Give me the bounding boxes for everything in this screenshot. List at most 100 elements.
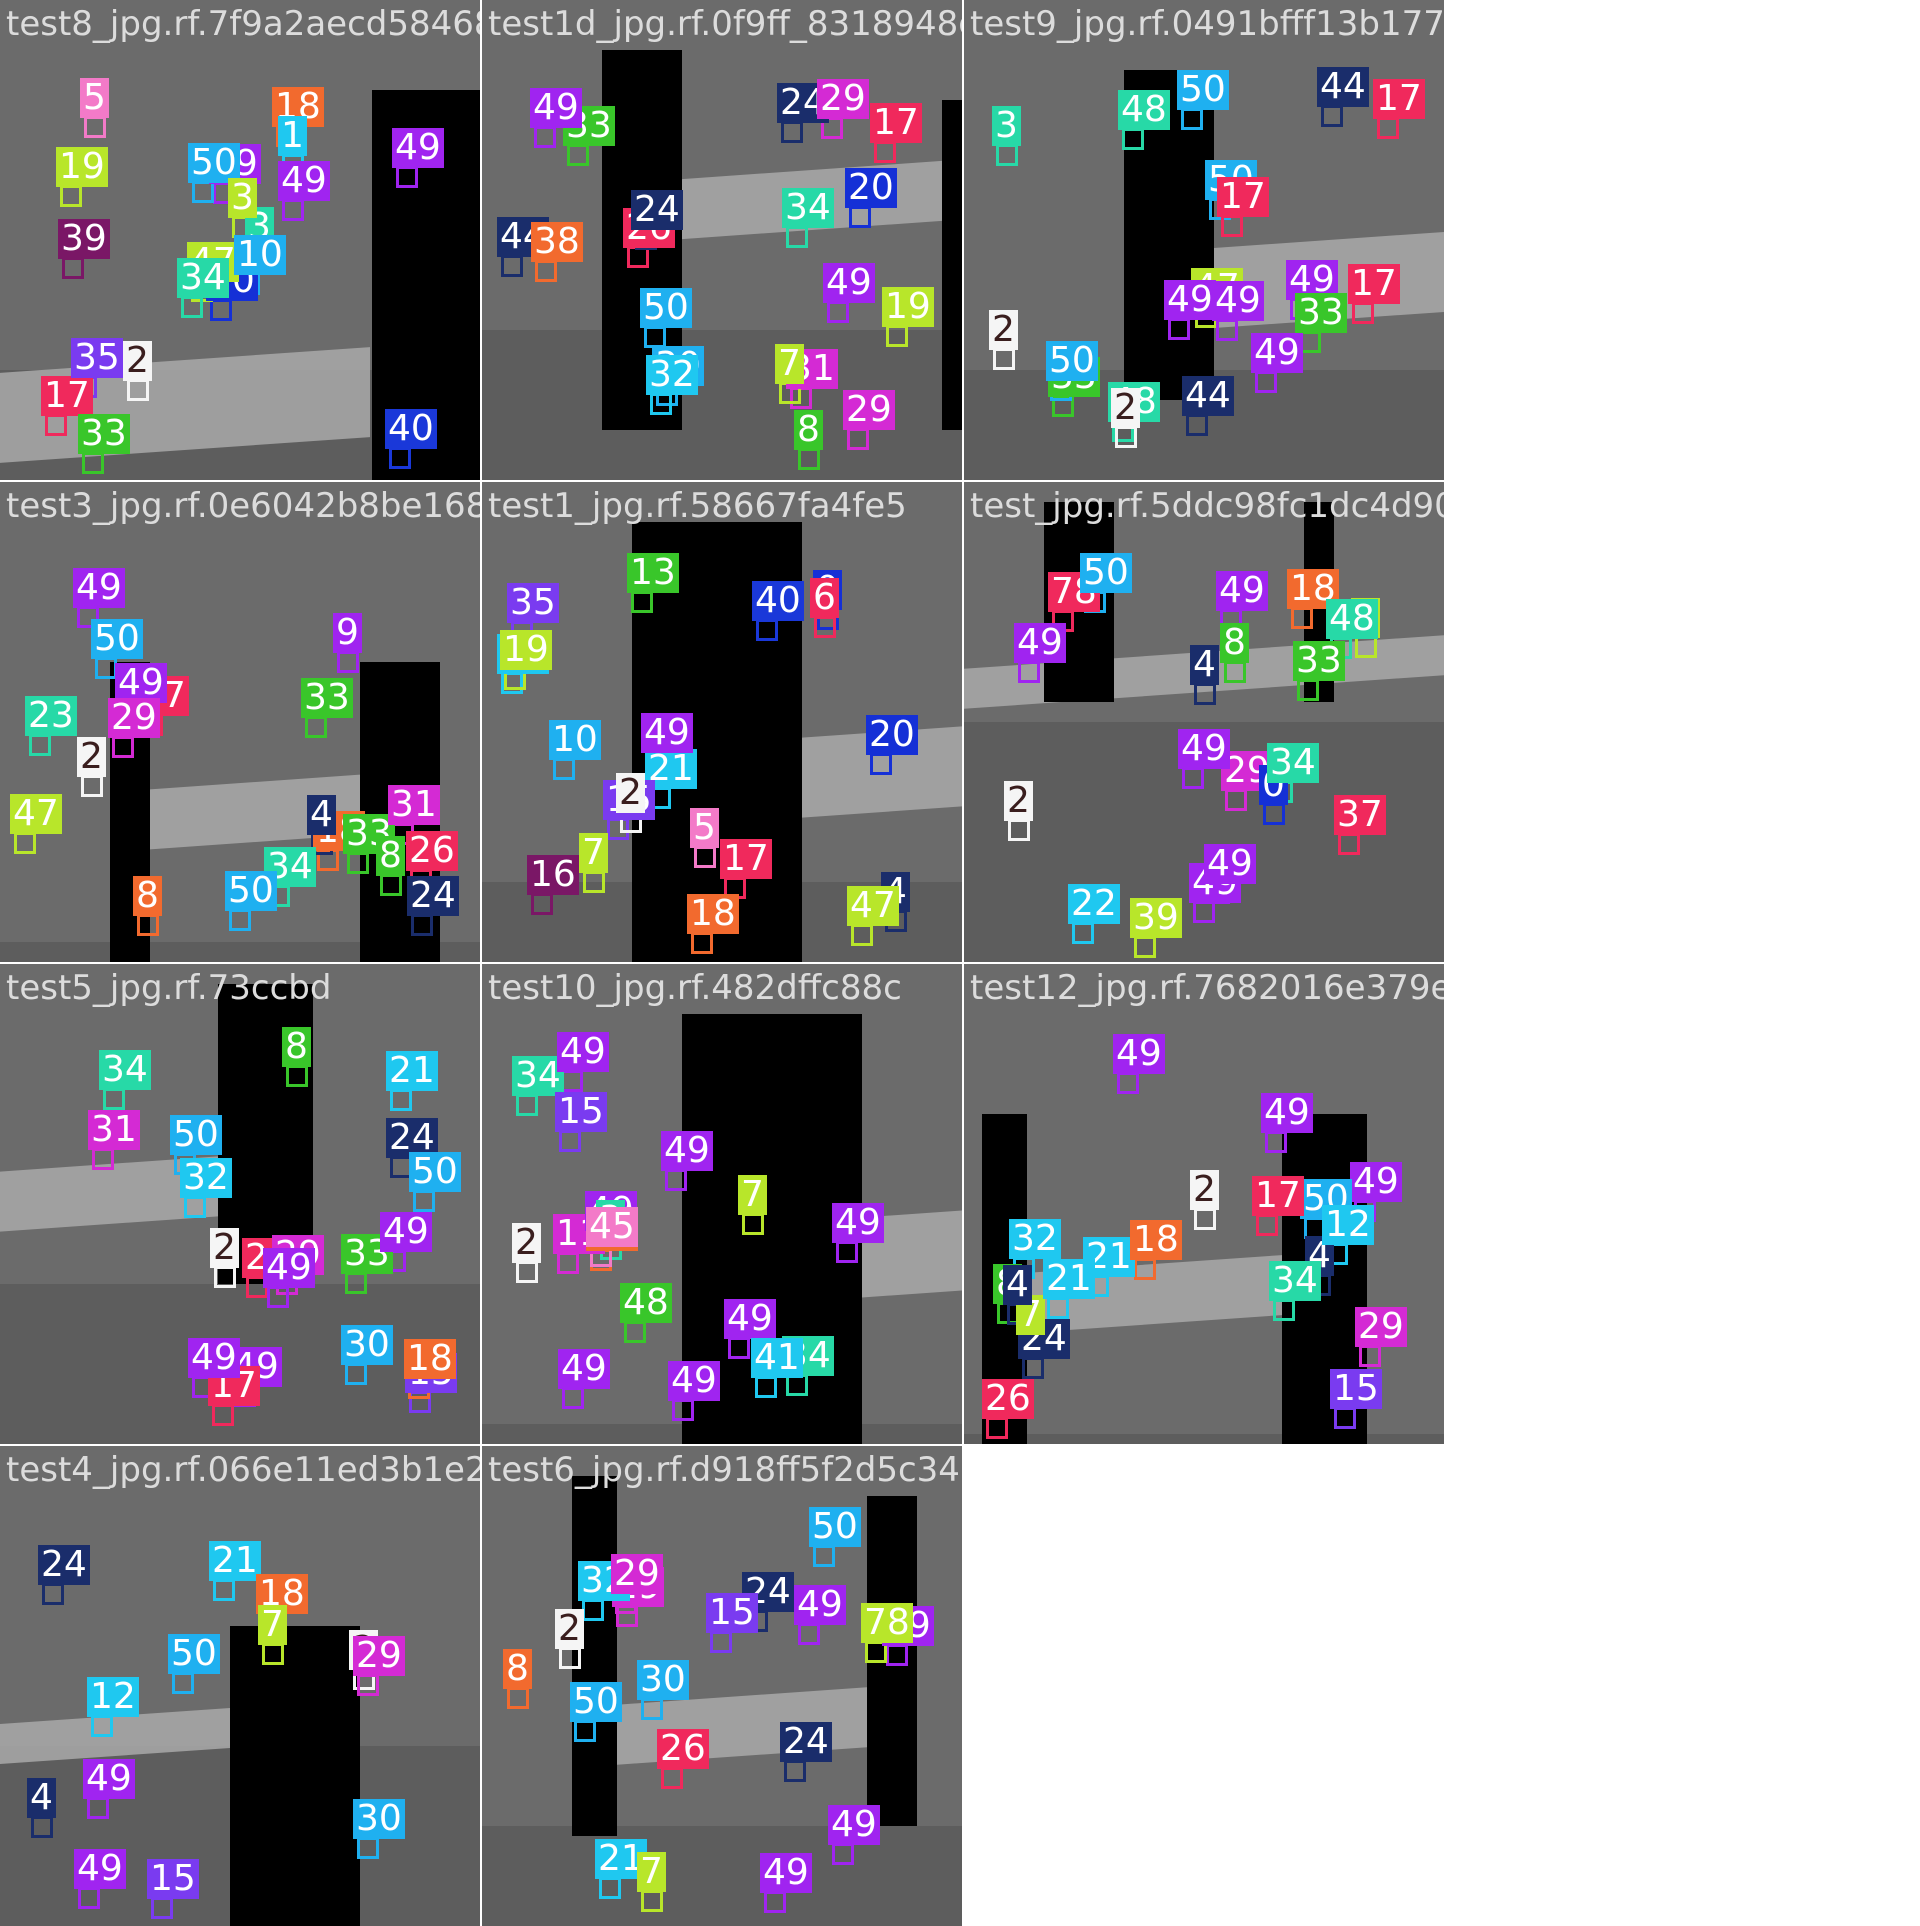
detection-label: 49 <box>83 1759 135 1799</box>
detection-label: 24 <box>386 1118 438 1158</box>
detection-label: 49 <box>1178 729 1230 769</box>
detection-label: 49 <box>1261 1093 1313 1133</box>
detection-label: 20 <box>845 168 897 208</box>
detection-label: 44 <box>1317 67 1369 107</box>
detection-label: 12 <box>1322 1205 1374 1245</box>
detection-box <box>81 775 103 797</box>
detection-label: 4 <box>1003 1265 1032 1305</box>
detection-box <box>262 1643 284 1665</box>
detection-label: 49 <box>115 663 167 703</box>
detection-box <box>574 1720 596 1742</box>
detection-label: 23 <box>25 696 77 736</box>
detection-box <box>389 447 411 469</box>
detection-label: 17 <box>1252 1176 1304 1216</box>
detection-box <box>531 893 553 915</box>
detection-label: 50 <box>170 1115 222 1155</box>
detection-box <box>82 452 104 474</box>
detection-box <box>832 1843 854 1865</box>
detection-box <box>1168 318 1190 340</box>
detection-label: 3 <box>992 106 1021 146</box>
detection-label: 35 <box>507 583 559 623</box>
detection-label: 19 <box>500 630 552 670</box>
detection-label: 49 <box>794 1585 846 1625</box>
detection-label: 49 <box>1350 1162 1402 1202</box>
detection-label: 29 <box>108 698 160 738</box>
detection-box <box>1334 1407 1356 1429</box>
image-tile: test4_jpg.rf.066e11ed3b1e221424218151274… <box>0 1446 480 1926</box>
detection-box <box>814 616 836 638</box>
detection-label: 47 <box>10 794 62 834</box>
detection-label: 49 <box>668 1361 720 1401</box>
detection-box <box>1194 1208 1216 1230</box>
detection-label: 15 <box>1330 1369 1382 1409</box>
detection-box <box>847 428 869 450</box>
detection-label: 15 <box>706 1593 758 1633</box>
detection-box <box>691 932 713 954</box>
detection-label: 9 <box>333 613 362 653</box>
detection-label: 2 <box>512 1223 541 1263</box>
detection-label: 29 <box>611 1554 663 1594</box>
tile-caption: test6_jpg.rf.d918ff5f2d5c34b3235 <box>488 1450 962 1490</box>
detection-label: 34 <box>1267 743 1319 783</box>
detection-label: 4 <box>1190 645 1219 685</box>
detection-label: 19 <box>56 147 108 187</box>
tile-caption: test12_jpg.rf.7682016e379e8c9ff0dff116c0 <box>970 968 1444 1008</box>
detection-label: 49 <box>1212 281 1264 321</box>
detection-box <box>784 1760 806 1782</box>
detection-label: 33 <box>1295 293 1347 333</box>
detection-box <box>337 651 359 673</box>
detection-label: 17 <box>41 376 93 416</box>
detection-label: 18 <box>1130 1220 1182 1260</box>
detection-box <box>1297 679 1319 701</box>
detection-label: 50 <box>1046 341 1098 381</box>
detection-label: 15 <box>555 1092 607 1132</box>
tile-caption: test9_jpg.rf.0491bfff13b177db9f69ef4b8e4… <box>970 4 1444 44</box>
detection-box <box>214 1266 236 1288</box>
detection-label: 7 <box>738 1175 767 1215</box>
detection-label: 2 <box>555 1609 584 1649</box>
detection-box <box>29 734 51 756</box>
detection-label: 49 <box>380 1212 432 1252</box>
detection-label: 50 <box>640 288 692 328</box>
detection-box <box>501 255 523 277</box>
detection-label: 2 <box>1111 388 1140 428</box>
detection-label: 48 <box>1326 599 1378 639</box>
detection-box <box>1181 108 1203 130</box>
detection-label: 20 <box>866 715 918 755</box>
detection-box <box>347 852 369 874</box>
detection-box <box>534 126 556 148</box>
detection-label: 3 <box>228 178 257 218</box>
detection-box <box>836 1241 858 1263</box>
detection-box <box>781 121 803 143</box>
detection-box <box>112 736 134 758</box>
detection-box <box>557 1252 579 1274</box>
detection-label: 24 <box>780 1722 832 1762</box>
detection-label: 39 <box>58 219 110 259</box>
image-tile: test12_jpg.rf.7682016e379e8c9ff0dff116c0… <box>964 964 1444 1444</box>
detection-box <box>1338 833 1360 855</box>
detection-label: 50 <box>809 1507 861 1547</box>
detection-label: 49 <box>73 568 125 608</box>
detection-box <box>827 301 849 323</box>
detection-label: 30 <box>353 1799 405 1839</box>
detection-box <box>1193 901 1215 923</box>
detection-box <box>1117 1072 1139 1094</box>
detection-box <box>516 1094 538 1116</box>
detection-label: 39 <box>1130 898 1182 938</box>
image-tile: test5_jpg.rf.73ccbd335031492415826503229… <box>0 964 480 1444</box>
detection-label: 21 <box>386 1051 438 1091</box>
detection-label: 30 <box>637 1660 689 1700</box>
detection-box <box>14 832 36 854</box>
detection-label: 50 <box>570 1682 622 1722</box>
detection-box <box>1256 1214 1278 1236</box>
detection-label: 2 <box>77 737 106 777</box>
detection-box <box>31 1816 53 1838</box>
image-tile: test3_jpg.rf.0e6042b8be16872649181747493… <box>0 482 480 962</box>
detection-label: 33 <box>1293 641 1345 681</box>
detection-label: 49 <box>760 1853 812 1893</box>
detection-box <box>413 1190 435 1212</box>
detection-label: 34 <box>782 188 834 228</box>
detection-box <box>665 1169 687 1191</box>
detection-label: 44 <box>1182 376 1234 416</box>
detection-label: 24 <box>407 876 459 916</box>
